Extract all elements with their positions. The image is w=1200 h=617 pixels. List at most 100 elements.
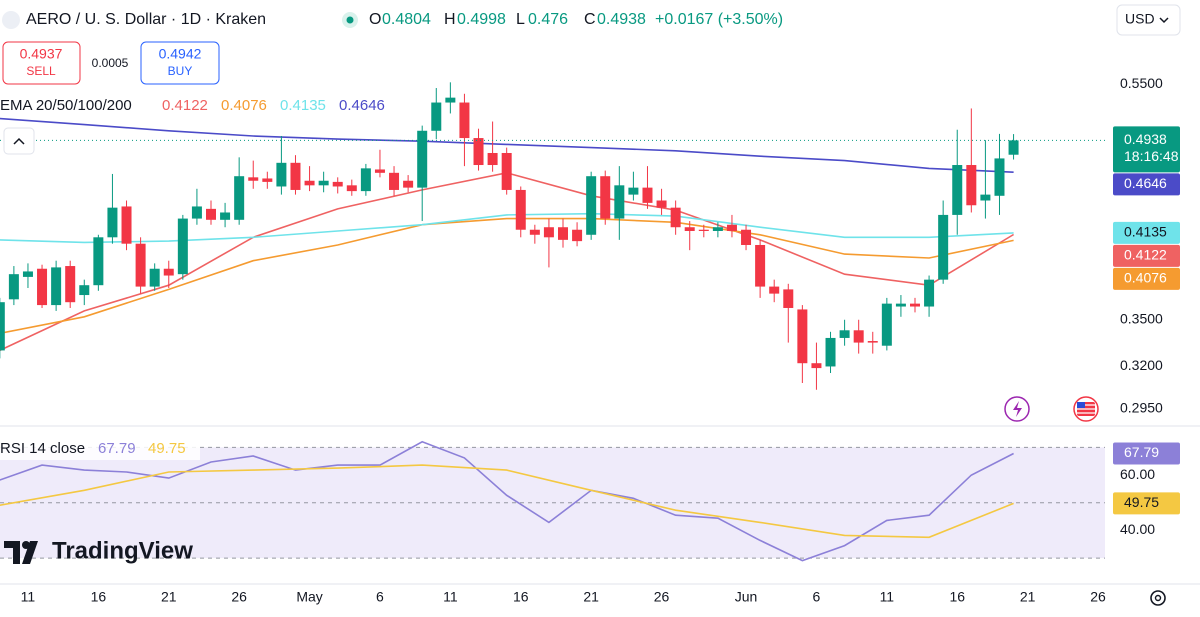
candle-body xyxy=(8,274,19,300)
candle-body xyxy=(980,194,991,201)
badge-label: 0.4076 xyxy=(1124,270,1167,286)
badge-label: 49.75 xyxy=(1124,494,1159,510)
candle-body xyxy=(191,206,202,219)
candle-body xyxy=(389,172,400,190)
candle-body xyxy=(910,303,920,307)
x-tick-label: 16 xyxy=(949,589,965,605)
candle-body xyxy=(220,212,231,220)
price-badge xyxy=(1113,442,1180,465)
candle-body xyxy=(783,289,794,308)
series-line xyxy=(0,171,1015,352)
badge-label: 0.4135 xyxy=(1124,224,1167,240)
candle-body xyxy=(600,176,611,219)
candle-body xyxy=(262,178,273,182)
candle-body xyxy=(726,224,737,231)
legend-value: 0.4122 xyxy=(162,97,208,114)
candle-body xyxy=(403,180,414,188)
candle-body xyxy=(628,187,639,195)
candle-body xyxy=(741,229,752,245)
candle-body xyxy=(107,207,118,238)
candle-body xyxy=(825,337,836,367)
candle-body xyxy=(417,130,428,188)
x-tick-label: 16 xyxy=(91,589,107,605)
candle-body xyxy=(966,165,977,206)
x-tick-label: 16 xyxy=(513,589,529,605)
candle-body xyxy=(332,181,343,187)
sell-price[interactable]: 0.4937 xyxy=(20,46,63,62)
currency-caret xyxy=(1159,17,1169,24)
legend-value: 0.4135 xyxy=(280,97,326,114)
candle-body xyxy=(572,229,583,242)
candle-body xyxy=(304,180,315,186)
candle-body xyxy=(769,286,780,294)
settings-hub xyxy=(1154,594,1162,602)
candle-body xyxy=(149,268,160,287)
l-value: 0.476 xyxy=(528,11,568,28)
y-tick-label: 0.5500 xyxy=(1120,75,1163,91)
series-line xyxy=(0,117,1014,173)
candle-body xyxy=(712,227,723,231)
candle-body xyxy=(431,102,442,131)
currency[interactable]: USD xyxy=(1125,11,1155,27)
candle-body xyxy=(642,187,653,203)
rsi-legend: 67.79 49.75 xyxy=(98,440,186,457)
o-label: O xyxy=(369,11,381,28)
y-tick-label: 60.00 xyxy=(1120,466,1155,482)
settings-icon[interactable] xyxy=(1150,590,1166,606)
candle-body xyxy=(234,176,245,220)
sell-button[interactable] xyxy=(2,41,81,85)
spread: 0.0005 xyxy=(92,56,129,70)
collapse-button[interactable] xyxy=(3,127,35,155)
buy-price[interactable]: 0.4942 xyxy=(159,46,202,62)
badge-label: 18:16:48 xyxy=(1124,148,1179,164)
currency-button[interactable] xyxy=(1116,4,1181,36)
brand: TradingView xyxy=(52,537,193,564)
buy-button[interactable] xyxy=(140,41,220,85)
candle-body xyxy=(558,227,568,240)
price-badge xyxy=(1113,173,1180,196)
candle-body xyxy=(248,177,259,181)
candle-body xyxy=(318,180,329,186)
legend-value: 49.75 xyxy=(148,440,186,457)
candle-body xyxy=(346,185,357,192)
l-label: L xyxy=(516,11,525,28)
x-tick-label: 11 xyxy=(21,589,36,605)
candle-body xyxy=(177,218,188,275)
candle-body xyxy=(698,229,709,231)
sell-label[interactable]: SELL xyxy=(26,64,56,78)
series-line xyxy=(0,212,1014,244)
candle-body xyxy=(839,330,850,338)
legend-value: 0.4076 xyxy=(221,97,267,114)
x-tick-label: 21 xyxy=(161,589,177,605)
candle-body xyxy=(51,267,62,306)
candle-body xyxy=(65,266,76,303)
c-label: C xyxy=(584,11,596,28)
x-tick-label: 26 xyxy=(1090,589,1106,605)
x-tick-label: Jun xyxy=(735,589,758,605)
candle-body xyxy=(290,162,301,190)
x-tick-label: 21 xyxy=(1020,589,1036,605)
candle-body xyxy=(0,302,5,351)
market-status-dot xyxy=(346,16,354,24)
candle-body xyxy=(755,244,766,287)
x-tick-label: 11 xyxy=(880,589,895,605)
y-tick-label: 0.3200 xyxy=(1120,357,1163,373)
candle-body xyxy=(37,268,48,306)
x-tick-label: May xyxy=(296,589,322,605)
x-tick-label: 6 xyxy=(376,589,384,605)
candle-body xyxy=(459,102,470,139)
o-value: 0.4804 xyxy=(382,11,431,28)
candle-body xyxy=(121,206,132,244)
candle-body xyxy=(938,214,949,280)
buy-label[interactable]: BUY xyxy=(168,64,193,78)
candle-body xyxy=(163,268,174,276)
alert-bolt xyxy=(1013,401,1022,417)
symbol: AERO / U. S. Dollar · 1D · Kraken xyxy=(26,11,266,28)
candle-body xyxy=(867,341,878,343)
price-badge xyxy=(1113,267,1180,290)
candle-body xyxy=(135,243,146,287)
badge-label: 0.4938 xyxy=(1124,131,1167,147)
candle-body xyxy=(543,227,554,238)
candle-body xyxy=(1008,140,1019,155)
price-pane xyxy=(0,82,1105,390)
